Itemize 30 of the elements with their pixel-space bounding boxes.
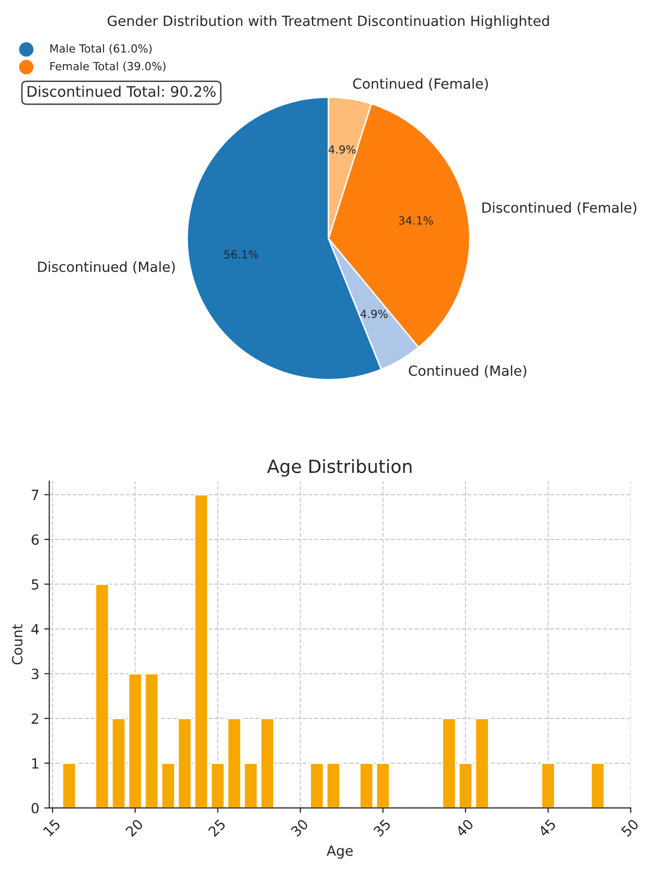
x-tick-label: 15 xyxy=(42,818,61,837)
slice-label: Continued (Female) xyxy=(353,78,488,91)
data-label: 34.1% xyxy=(399,216,433,225)
y-axis-title: Count xyxy=(12,624,22,664)
y-tick-label: 1 xyxy=(32,758,38,768)
slice-label: Continued (Male) xyxy=(408,365,526,378)
text: Discontinued Total: 90.2% xyxy=(28,86,216,97)
x-tick-label: 20 xyxy=(125,818,144,838)
x-tick-label: 40 xyxy=(455,818,474,838)
y-tick-label: 7 xyxy=(32,490,38,500)
x-tick-label: 35 xyxy=(372,818,392,838)
y-tick-label: 6 xyxy=(32,534,39,545)
y-tick-label: 5 xyxy=(32,579,38,590)
chart-title: Gender Distribution with Treatment Discontinuation Highlighted xyxy=(108,15,549,29)
y-tick-label: 0 xyxy=(32,802,39,814)
slice-label: Discontinued (Male) xyxy=(38,261,175,274)
data-label: 4.9% xyxy=(360,310,388,318)
text: Female Total (39.0%) xyxy=(50,62,166,72)
x-tick-label: 45 xyxy=(538,818,556,838)
x-tick-label: 50 xyxy=(620,818,640,838)
data-label: 56.1% xyxy=(224,250,258,259)
x-tick-label: 30 xyxy=(290,818,309,838)
y-tick-label: 3 xyxy=(32,668,38,680)
text: Male Total (61.0%) xyxy=(50,44,152,54)
chart-title: Age Distribution xyxy=(267,459,412,477)
y-tick-label: 2 xyxy=(32,713,38,724)
slice-label: Discontinued (Female) xyxy=(482,202,636,214)
x-tick-label: 25 xyxy=(208,818,226,838)
x-axis-title: Age xyxy=(326,846,353,859)
y-tick-label: 4 xyxy=(31,624,39,634)
